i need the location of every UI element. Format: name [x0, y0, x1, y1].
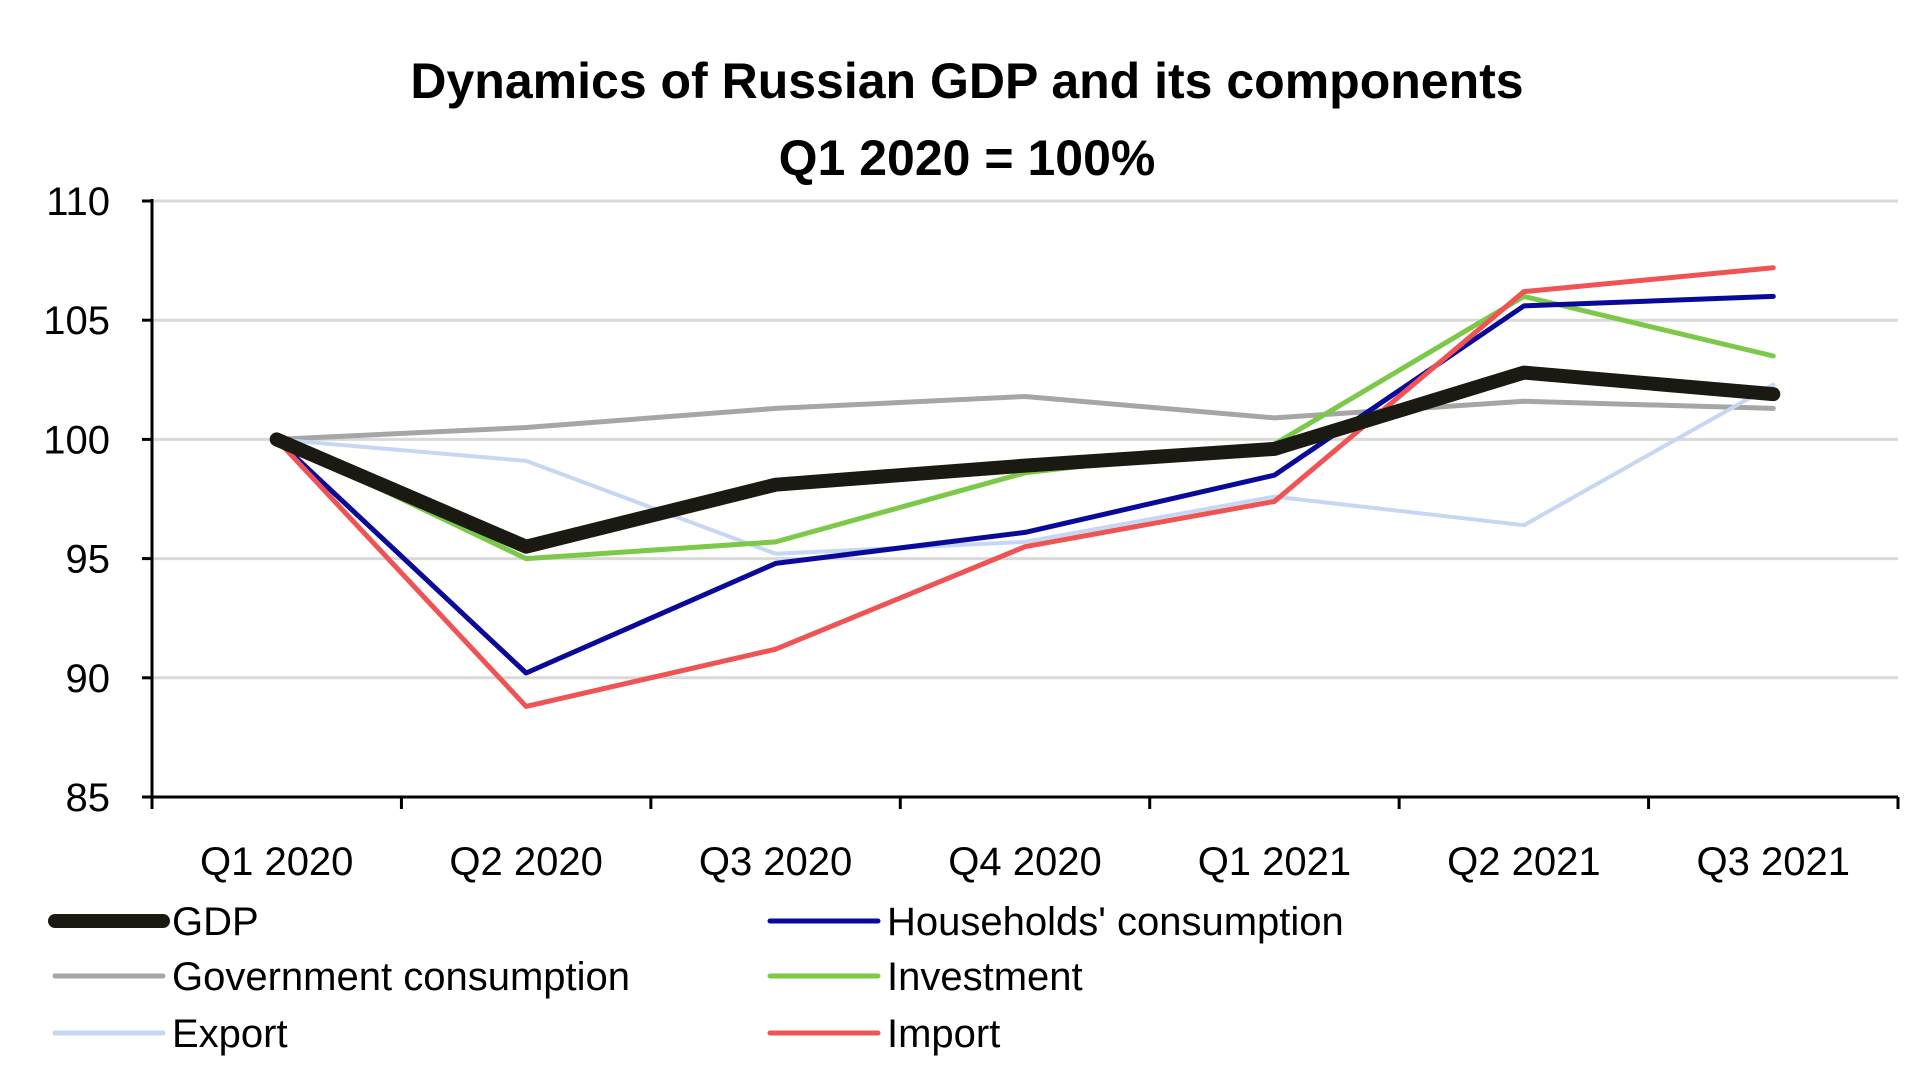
- x-tick-label: Q2 2020: [449, 840, 602, 884]
- x-tick-label: Q2 2021: [1447, 840, 1600, 884]
- x-tick-label: Q3 2021: [1697, 840, 1850, 884]
- y-tick-label: 85: [66, 776, 111, 820]
- plot-area: [269, 265, 1781, 709]
- x-tick-label: Q1 2021: [1198, 840, 1351, 884]
- x-tick-label: Q1 2020: [200, 840, 353, 884]
- grid: [152, 199, 1898, 680]
- legend-label-export: Export: [172, 1012, 288, 1056]
- y-tick-label: 100: [43, 418, 110, 462]
- series-line-export: [274, 382, 1776, 556]
- y-tick-label: 105: [43, 299, 110, 343]
- x-tick-label: Q3 2020: [699, 840, 852, 884]
- y-tick-label: 95: [66, 538, 111, 582]
- legend-label-government-consumption: Government consumption: [172, 955, 630, 999]
- y-tick-label: 110: [46, 180, 110, 224]
- series-line-households-consumption: [274, 293, 1776, 676]
- axes: 85 90 95 100 105 110 Q1 2020 Q2 2020 Q3 2020 Q4 2…: [43, 180, 1900, 884]
- chart-subtitle: Q1 2020 = 100%: [779, 130, 1156, 186]
- series-line-gdp: [269, 365, 1781, 554]
- series-line-import: [274, 265, 1776, 709]
- legend-label-households-consumption: Households' consumption: [887, 900, 1344, 944]
- legend-label-investment: Investment: [887, 955, 1083, 999]
- legend-label-gdp: GDP: [172, 900, 259, 944]
- series-line-government-consumption: [274, 394, 1776, 442]
- legend-label-import: Import: [887, 1012, 1000, 1056]
- y-tick-label: 90: [66, 657, 111, 701]
- chart-title: Dynamics of Russian GDP and its componen…: [410, 53, 1523, 109]
- legend: GDP Households' consumption Government con…: [48, 900, 1344, 1056]
- x-tick-label: Q4 2020: [948, 840, 1101, 884]
- series-line-investment: [274, 293, 1776, 562]
